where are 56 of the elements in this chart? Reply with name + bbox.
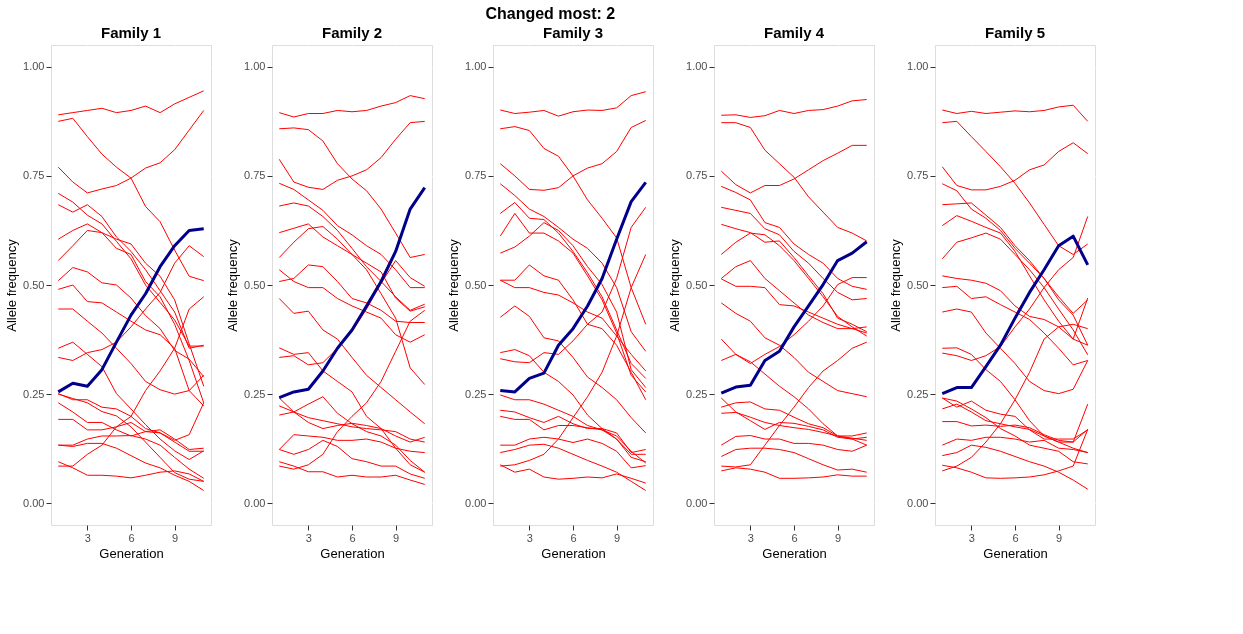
x-tick-label: 6 <box>349 531 356 544</box>
x-tick-label: 9 <box>172 531 179 544</box>
y-tick-label: 0.25 <box>23 387 45 400</box>
y-axis-title: Allele frequency <box>4 238 20 332</box>
y-tick-label: 0.75 <box>907 169 929 182</box>
y-tick-label: 0.50 <box>907 278 929 291</box>
x-tick-label: 9 <box>835 531 842 544</box>
x-tick-label: 9 <box>614 531 621 544</box>
x-tick-label: 9 <box>393 531 400 544</box>
y-tick-label: 1.00 <box>465 60 487 73</box>
x-tick-label: 6 <box>570 531 577 544</box>
y-axis-title: Allele frequency <box>888 238 904 332</box>
x-tick-label: 6 <box>1012 531 1019 544</box>
x-tick-label: 6 <box>791 531 798 544</box>
chart-title: Family 5 <box>984 24 1046 41</box>
y-tick-label: 0.00 <box>907 496 929 509</box>
x-tick-label: 6 <box>128 531 135 544</box>
y-axis-title: Allele frequency <box>446 238 462 332</box>
x-tick-label: 3 <box>968 531 975 544</box>
y-tick-label: 1.00 <box>23 60 45 73</box>
y-tick-label: 0.50 <box>244 278 266 291</box>
y-tick-label: 0.00 <box>23 496 45 509</box>
x-axis-title: Generation <box>983 545 1048 561</box>
y-tick-label: 0.25 <box>686 387 708 400</box>
x-axis-title: Generation <box>541 545 606 561</box>
text: Changed most: 2 <box>485 4 616 22</box>
x-tick-label: 3 <box>526 531 533 544</box>
chart-title: Family 3 <box>542 24 604 41</box>
y-tick-label: 0.25 <box>465 387 487 400</box>
x-axis-title: Generation <box>762 545 827 561</box>
y-tick-label: 0.50 <box>465 278 487 291</box>
y-tick-label: 0.75 <box>465 169 487 182</box>
x-axis-title: Generation <box>320 545 385 561</box>
y-tick-label: 0.00 <box>244 496 266 509</box>
y-tick-label: 0.50 <box>686 278 708 291</box>
chart-title: Family 4 <box>763 24 825 41</box>
x-tick-label: 3 <box>84 531 91 544</box>
y-axis-title: Allele frequency <box>225 238 241 332</box>
y-tick-label: 0.25 <box>907 387 929 400</box>
y-tick-label: 1.00 <box>244 60 266 73</box>
x-tick-label: 3 <box>305 531 312 544</box>
y-tick-label: 1.00 <box>907 60 929 73</box>
x-tick-label: 3 <box>747 531 754 544</box>
y-tick-label: 0.75 <box>686 169 708 182</box>
y-axis-title: Allele frequency <box>667 238 683 332</box>
y-tick-label: 0.75 <box>23 169 45 182</box>
y-tick-label: 1.00 <box>686 60 708 73</box>
y-tick-label: 0.00 <box>686 496 708 509</box>
y-tick-label: 0.25 <box>244 387 266 400</box>
y-tick-label: 0.50 <box>23 278 45 291</box>
chart-title: Family 1 <box>100 24 162 41</box>
x-axis-title: Generation <box>99 545 164 561</box>
x-tick-label: 9 <box>1056 531 1063 544</box>
chart-title: Family 2 <box>321 24 383 41</box>
y-tick-label: 0.00 <box>465 496 487 509</box>
y-tick-label: 0.75 <box>244 169 266 182</box>
